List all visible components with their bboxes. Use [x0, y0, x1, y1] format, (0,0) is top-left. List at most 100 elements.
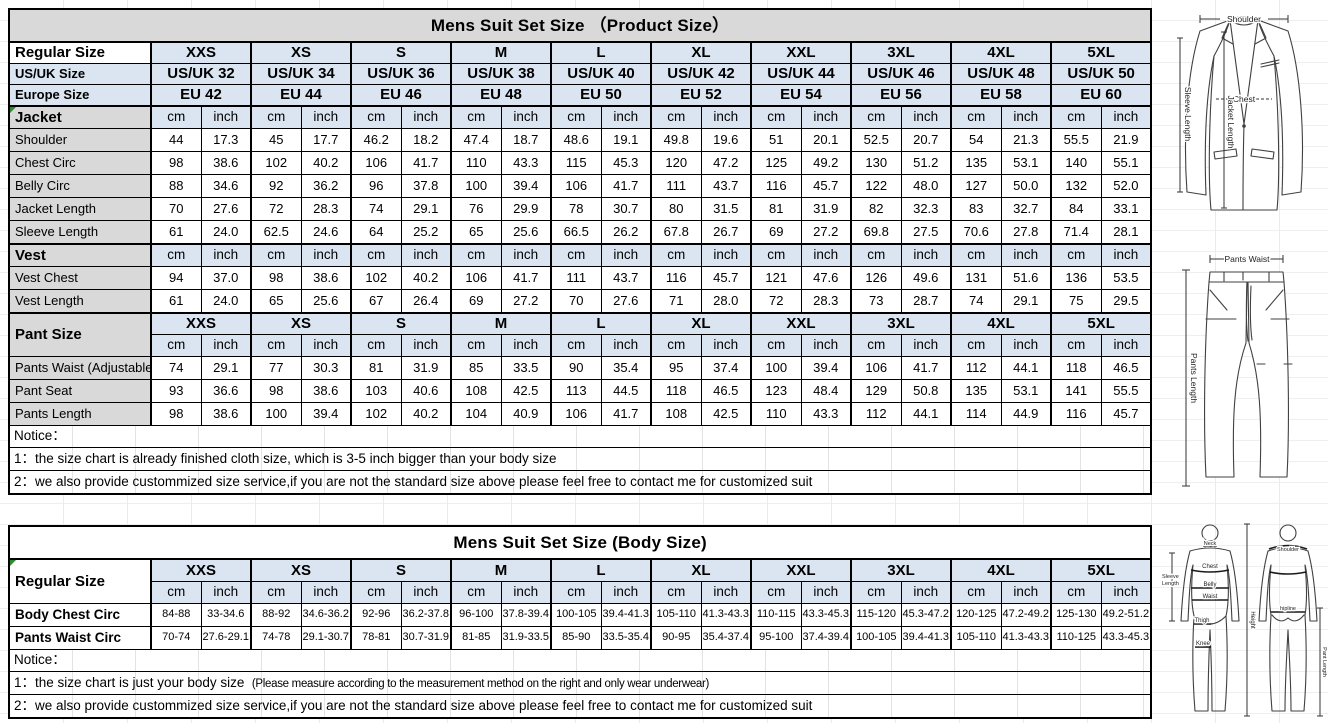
inch-value-cell: 45.3-47.2 [900, 603, 952, 627]
cm-value-cell: 81 [350, 356, 402, 380]
cm-value-cell: 67.8 [650, 220, 702, 245]
cm-value-cell: 123 [750, 379, 802, 403]
cm-value-cell: 141 [1050, 379, 1102, 403]
cm-value-cell: 102 [350, 266, 402, 290]
inch-value-cell: 39.4-41.3 [900, 626, 952, 650]
cm-value-cell: 46.2 [350, 128, 402, 152]
inch-value-cell: 53.5 [1100, 266, 1152, 290]
inch-value-cell: 18.2 [400, 128, 452, 152]
size-header: 5XL [1049, 312, 1152, 335]
cm-value-cell: 74 [950, 289, 1002, 314]
table-row: Regular Size XXS XS S M L XL XXL 3XL 4XL 5XL [8, 558, 1152, 604]
inch-value-cell: 34.6 [200, 174, 252, 198]
inch-value-cell: 47.2-49.2 [1000, 603, 1052, 627]
inch-value-cell: 30.3 [300, 356, 352, 380]
unit-inch-header: inch [500, 105, 552, 129]
cm-value-cell: 55.5 [1050, 128, 1102, 152]
inch-value-cell: 46.5 [1100, 356, 1152, 380]
cm-value-cell: 66.5 [550, 220, 602, 245]
size-header: M [450, 312, 552, 335]
table-row: Belly Circ 88 34.6 92 36.2 96 37.8 100 39.4 106 41… [8, 174, 1152, 198]
size-header: XL [650, 312, 752, 335]
unit-inch-header: inch [600, 243, 652, 267]
inch-value-cell: 40.6 [400, 379, 452, 403]
table-row: cm inch cm inch cm inch cm inch cm inch cm inch cm in… [9, 581, 1152, 604]
inch-value-cell: 27.8 [1000, 220, 1052, 245]
inch-value-cell: 26.7 [700, 220, 752, 245]
size-header: 4XL [950, 41, 1052, 64]
inch-value-cell: 35.4-37.4 [700, 626, 752, 650]
unit-inch-header: inch [200, 581, 252, 604]
inch-value-cell: 28.0 [700, 289, 752, 314]
table-row: Notice： [8, 425, 1152, 448]
inch-value-cell: 41.7 [400, 151, 452, 175]
jacket-measure-lines [1177, 15, 1289, 209]
row-label: Europe Size [8, 84, 152, 107]
body-measure-lines [1169, 523, 1323, 717]
row-label: Belly Circ [8, 174, 152, 198]
cm-value-cell: 83 [950, 197, 1002, 221]
table-row: Pant Seat 93 36.6 98 38.6 103 40.6 108 42.5 113 44… [8, 379, 1152, 403]
inch-value-cell: 36.2-37.8 [400, 603, 452, 627]
inch-value-cell: 25.6 [300, 289, 352, 314]
inch-value-cell: 33.1 [1100, 197, 1152, 221]
cm-value-cell: 69 [750, 220, 802, 245]
unit-cm-header: cm [150, 334, 202, 357]
inch-value-cell: 39.4 [800, 356, 852, 380]
unit-inch-header: inch [800, 581, 852, 604]
unit-cm-header: cm [650, 334, 702, 357]
size-header: US/UK 38 [450, 63, 552, 85]
cm-value-cell: 85-90 [550, 626, 602, 650]
inch-value-cell: 48.4 [800, 379, 852, 403]
inch-value-cell: 24.0 [200, 289, 252, 314]
table-row: cm inch cm inch cm inch cm inch cm inch cm inch cm in… [9, 334, 1152, 357]
cm-value-cell: 98 [250, 379, 302, 403]
cm-value-cell: 112 [950, 356, 1002, 380]
body-back-figure [1258, 524, 1318, 712]
unit-inch-header: inch [500, 581, 552, 604]
notice-line-1-main: 1：the size chart is just your body size [14, 674, 245, 690]
inch-value-cell: 27.6 [600, 289, 652, 314]
table-row: Shoulder 44 17.3 45 17.7 46.2 18.2 47.4 18.7 48.6… [8, 128, 1152, 152]
cm-value-cell: 64 [350, 220, 402, 245]
inch-value-cell: 38.6 [300, 266, 352, 290]
cm-value-cell: 106 [350, 151, 402, 175]
inch-value-cell: 41.3-43.3 [1000, 626, 1052, 650]
row-label: Pant Seat [8, 379, 152, 403]
cm-value-cell: 62.5 [250, 220, 302, 245]
inch-value-cell: 26.4 [400, 289, 452, 314]
unit-cm-header: cm [450, 243, 502, 267]
product-size-table: Mens Suit Set Size （Product Size） Regula… [8, 8, 1153, 495]
inch-value-cell: 33-34.6 [200, 603, 252, 627]
unit-inch-header: inch [1100, 334, 1152, 357]
inch-value-cell: 50.0 [1000, 174, 1052, 198]
inch-value-cell: 39.4-41.3 [600, 603, 652, 627]
size-header: S [350, 558, 452, 582]
cm-value-cell: 61 [150, 220, 202, 245]
cm-value-cell: 114 [950, 402, 1002, 426]
inch-value-cell: 36.6 [200, 379, 252, 403]
cm-value-cell: 92 [250, 174, 302, 198]
inch-value-cell: 25.2 [400, 220, 452, 245]
size-header: US/UK 46 [850, 63, 952, 85]
table-row: Vest cm inch cm inch cm inch cm inch cm inch cm inch… [8, 243, 1152, 267]
cm-value-cell: 127 [950, 174, 1002, 198]
cm-value-cell: 130 [850, 151, 902, 175]
cm-value-cell: 81 [750, 197, 802, 221]
unit-inch-header: inch [1100, 105, 1152, 129]
unit-inch-header: inch [700, 581, 752, 604]
inch-value-cell: 41.7 [600, 174, 652, 198]
cm-value-cell: 115 [550, 151, 602, 175]
table-row: Body Chest Circ 84-88 33-34.6 88-92 34.6-36.… [8, 603, 1152, 627]
cm-value-cell: 47.4 [450, 128, 502, 152]
size-header: US/UK 36 [350, 63, 452, 85]
unit-inch-header: inch [1000, 581, 1052, 604]
size-header: US/UK 50 [1049, 63, 1152, 85]
cm-value-cell: 69 [450, 289, 502, 314]
size-header: 5XL [1049, 41, 1152, 64]
cm-value-cell: 77 [250, 356, 302, 380]
row-label: Regular Size [8, 41, 152, 64]
size-header: 3XL [850, 312, 952, 335]
cm-value-cell: 70.6 [950, 220, 1002, 245]
body-thigh-label: Thigh [1194, 618, 1209, 624]
